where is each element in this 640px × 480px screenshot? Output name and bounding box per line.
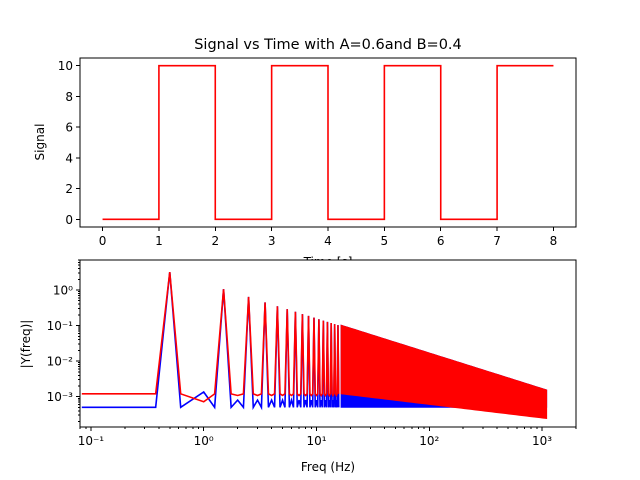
top-x-tick-label: 5 [381, 234, 389, 248]
top-y-axis-label: Signal [33, 124, 47, 161]
bottom-series-group [81, 271, 548, 420]
bottom-y-tick-label: 10⁻¹ [47, 319, 74, 333]
top-y-tick-label: 8 [65, 90, 73, 104]
bottom-x-ticks: 10⁻¹ 10⁰ 10¹ 10² 10³ [78, 427, 577, 448]
bottom-axes: 10⁻¹ 10⁰ 10¹ 10² 10³ 10⁻³ 10⁻² 10⁻¹ 10⁰ Freq (H… [19, 259, 577, 474]
bottom-x-tick-label: 10⁻¹ [78, 434, 105, 448]
top-x-ticks: 0 1 2 3 4 5 6 7 8 [99, 227, 558, 248]
top-chart-title: Signal vs Time with A=0.6and B=0.4 [194, 37, 462, 53]
top-y-tick-label: 10 [58, 59, 73, 73]
top-y-ticks: 0 2 4 6 8 10 [58, 59, 80, 227]
top-y-tick-label: 4 [65, 151, 73, 165]
top-x-tick-label: 1 [155, 234, 163, 248]
top-series-group [102, 64, 554, 221]
top-y-tick-label: 0 [65, 213, 73, 227]
top-series-0-line [102, 64, 554, 221]
top-x-tick-label: 3 [268, 234, 276, 248]
bottom-x-tick-label: 10¹ [306, 434, 326, 448]
top-y-tick-label: 6 [65, 121, 73, 135]
bottom-x-tick-label: 10⁰ [194, 434, 214, 448]
bottom-y-tick-label: 10⁰ [53, 284, 73, 298]
top-y-tick-label: 2 [65, 182, 73, 196]
bottom-y-tick-label: 10⁻³ [47, 390, 74, 404]
bottom-axes-frame [79, 259, 577, 428]
top-axes: Signal vs Time with A=0.6and B=0.4 0 1 2 3 4… [33, 37, 577, 269]
bottom-x-tick-label: 10² [419, 434, 439, 448]
bottom-y-axis-label: |Y(freq)| [19, 320, 33, 369]
top-x-tick-label: 2 [211, 234, 219, 248]
bottom-series-1-line [81, 271, 340, 403]
bottom-x-axis-label: Freq (Hz) [301, 460, 355, 474]
bottom-series-1-dense-band [340, 324, 548, 420]
bottom-x-tick-label: 10³ [532, 434, 552, 448]
bottom-y-ticks: 10⁻³ 10⁻² 10⁻¹ 10⁰ [47, 259, 80, 422]
top-x-tick-label: 7 [493, 234, 501, 248]
top-x-tick-label: 6 [437, 234, 445, 248]
bottom-y-tick-label: 10⁻² [47, 355, 74, 369]
top-x-tick-label: 4 [324, 234, 332, 248]
top-x-tick-label: 0 [99, 234, 107, 248]
top-x-tick-label: 8 [550, 234, 558, 248]
